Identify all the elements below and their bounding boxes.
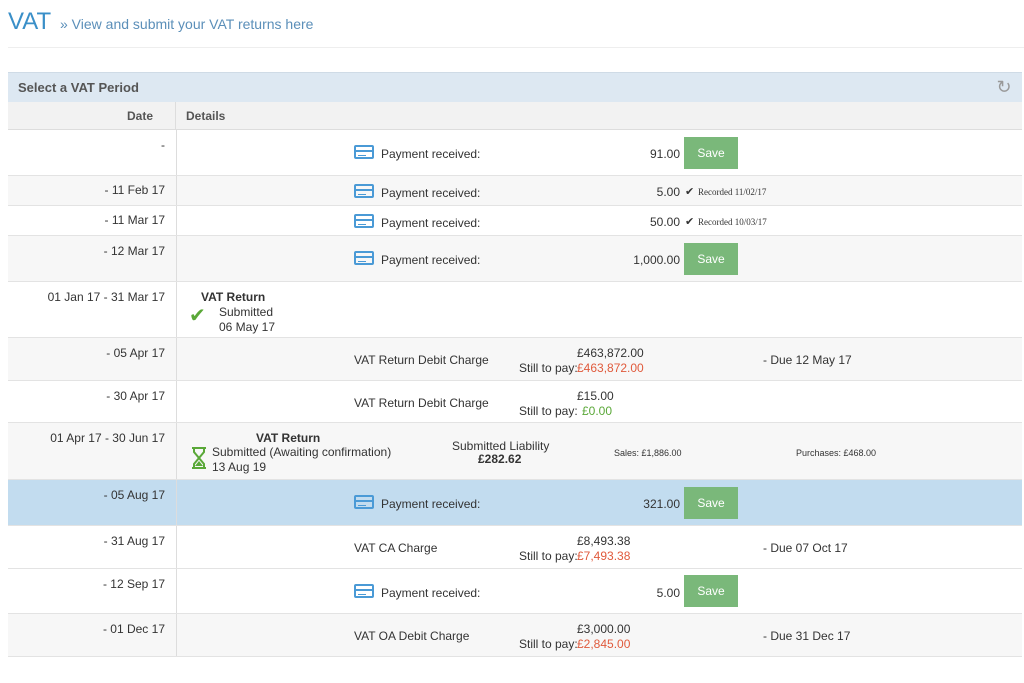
submitted-liability-label: Submitted Liability [452, 439, 550, 453]
table-row[interactable]: - 01 Dec 17 VAT OA Debit Charge £3,000.0… [8, 614, 1022, 657]
still-to-pay-amount: £0.00 [582, 404, 613, 418]
save-button[interactable]: Save [684, 575, 738, 607]
row-date: - 11 Mar 17 [8, 206, 177, 235]
status-date: 06 May 17 [219, 320, 276, 334]
table-row[interactable]: - 30 Apr 17 VAT Return Debit Charge £15.… [8, 381, 1022, 423]
row-label: Payment received: [381, 147, 481, 161]
save-button[interactable]: Save [684, 243, 738, 275]
row-label: Payment received: [381, 586, 481, 600]
credit-card-icon [354, 145, 374, 159]
table-row[interactable]: 01 Apr 17 - 30 Jun 17 VAT Return Submitt… [8, 423, 1022, 480]
row-amount: 1,000.00 [633, 253, 680, 267]
purchases-total: Purchases: £468.00 [796, 448, 877, 458]
checkmark-icon: ✔ [189, 305, 206, 327]
table-row[interactable]: - 12 Mar 17 Payment received: 1,000.00 S… [8, 236, 1022, 282]
save-button[interactable]: Save [684, 137, 738, 169]
row-date: - 30 Apr 17 [8, 381, 177, 422]
table-row[interactable]: - 31 Aug 17 VAT CA Charge £8,493.38 Stil… [8, 526, 1022, 569]
row-label: VAT Return Debit Charge [354, 353, 489, 367]
still-to-pay-label: Still to pay: [519, 404, 578, 418]
vat-return-title: VAT Return [256, 431, 321, 445]
recorded-note: Recorded 11/02/17 [698, 187, 767, 197]
row-label: Payment received: [381, 216, 481, 230]
row-label: VAT Return Debit Charge [354, 396, 489, 410]
row-label: Payment received: [381, 186, 481, 200]
due-date: - Due 12 May 17 [763, 353, 852, 367]
refresh-icon[interactable]: ↻ [996, 77, 1012, 97]
table-row[interactable]: - 11 Mar 17 Payment received: 50.00 ✔ Re… [8, 206, 1022, 236]
credit-card-icon [354, 214, 374, 228]
table-header: Date Details [8, 102, 1022, 130]
row-date: - 11 Feb 17 [8, 176, 177, 205]
recorded-note: Recorded 10/03/17 [698, 217, 767, 227]
credit-card-icon [354, 184, 374, 198]
row-label: VAT OA Debit Charge [354, 629, 470, 643]
due-date: - Due 07 Oct 17 [763, 541, 848, 555]
row-amount: 5.00 [656, 586, 680, 600]
credit-card-icon [354, 251, 374, 265]
vat-period-panel: Select a VAT Period ↻ Date Details - Pay… [8, 72, 1022, 657]
row-date: - 31 Aug 17 [8, 526, 177, 568]
row-date: - 05 Apr 17 [8, 338, 177, 380]
row-date: - 12 Sep 17 [8, 569, 177, 613]
credit-card-icon [354, 584, 374, 598]
status-text: Submitted (Awaiting confirmation) [212, 445, 392, 459]
still-to-pay-label: Still to pay: [519, 637, 578, 651]
check-icon: ✔ [685, 216, 695, 228]
row-amount: 321.00 [643, 497, 680, 511]
row-date: - 01 Dec 17 [8, 614, 177, 656]
table-row[interactable]: - 12 Sep 17 Payment received: 5.00 Save [8, 569, 1022, 614]
panel-title: Select a VAT Period [18, 80, 139, 95]
save-button[interactable]: Save [684, 487, 738, 519]
column-header-details: Details [186, 109, 226, 123]
page-subtitle: » View and submit your VAT returns here [60, 16, 314, 32]
table-row[interactable]: - 05 Aug 17 Payment received: 321.00 Sav… [8, 480, 1022, 526]
column-header-date: Date [8, 102, 176, 130]
table-row[interactable]: - 11 Feb 17 Payment received: 5.00 ✔ Rec… [8, 176, 1022, 206]
status-date: 13 Aug 19 [212, 460, 267, 474]
row-amount: £463,872.00 [577, 346, 644, 360]
row-amount: £15.00 [577, 389, 614, 403]
row-amount: 91.00 [649, 147, 680, 161]
status-text: Submitted [219, 305, 274, 319]
still-to-pay-label: Still to pay: [519, 549, 578, 563]
still-to-pay-amount: £2,845.00 [577, 637, 631, 651]
row-amount: £3,000.00 [577, 622, 631, 636]
row-date: - 12 Mar 17 [8, 236, 177, 281]
hourglass-icon [192, 447, 206, 469]
table-row[interactable]: 01 Jan 17 - 31 Mar 17 VAT Return ✔ Submi… [8, 282, 1022, 338]
row-amount: £8,493.38 [577, 534, 631, 548]
row-label: Payment received: [381, 253, 481, 267]
due-date: - Due 31 Dec 17 [763, 629, 851, 643]
row-label: Payment received: [381, 497, 481, 511]
credit-card-icon [354, 495, 374, 509]
check-icon: ✔ [685, 186, 695, 198]
sales-total: Sales: £1,886.00 [614, 448, 682, 458]
row-date: 01 Apr 17 - 30 Jun 17 [8, 423, 177, 479]
still-to-pay-amount: £7,493.38 [577, 549, 631, 563]
still-to-pay-amount: £463,872.00 [577, 361, 644, 375]
row-date: 01 Jan 17 - 31 Mar 17 [8, 282, 177, 337]
row-amount: 50.00 [649, 215, 680, 229]
row-amount: 5.00 [656, 185, 680, 199]
still-to-pay-label: Still to pay: [519, 361, 578, 375]
row-date: - [8, 130, 177, 175]
row-label: VAT CA Charge [354, 541, 438, 555]
table-row[interactable]: - 05 Apr 17 VAT Return Debit Charge £463… [8, 338, 1022, 381]
page-title: VAT [8, 8, 52, 35]
submitted-liability-amount: £282.62 [478, 452, 522, 466]
vat-return-title: VAT Return [201, 290, 266, 304]
page-header: VAT » View and submit your VAT returns h… [8, 8, 1024, 48]
row-date: - 05 Aug 17 [8, 480, 177, 525]
table-row[interactable]: - Payment received: 91.00 Save [8, 130, 1022, 176]
panel-header: Select a VAT Period ↻ [8, 72, 1022, 102]
